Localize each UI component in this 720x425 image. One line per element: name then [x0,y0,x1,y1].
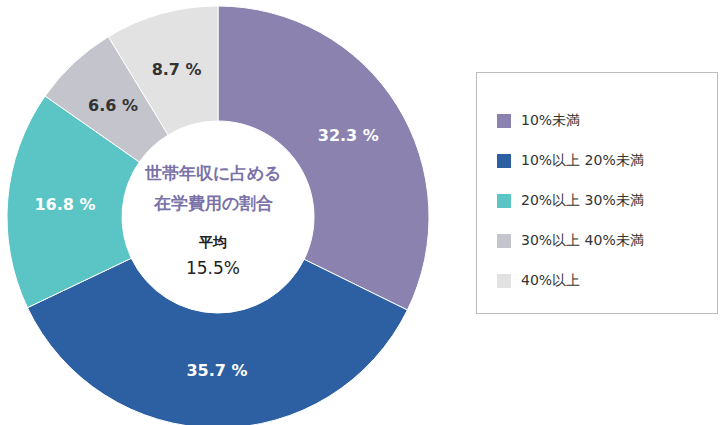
html-text:15.5%: 15.5% [186,258,240,278]
html-text:30%以上 40%未満: 30%以上 40%未満 [521,232,644,248]
svg-text:6.6 %: 6.6 % [88,96,138,115]
svg-text:8.7 %: 8.7 % [152,60,202,79]
html-text:世帯年収に占める在学費用の割合: 世帯年収に占める在学費用の割合 [145,163,281,213]
html-text:10%以上 20%未満: 10%以上 20%未満 [521,152,644,168]
html-text:10%未満: 10%未満 [521,112,581,128]
html-text:20%以上 30%未満: 20%以上 30%未満 [521,192,644,208]
svg-text:32.3 %: 32.3 % [318,126,379,145]
svg-text:35.7 %: 35.7 % [186,361,247,380]
html-text:40%以上: 40%以上 [521,272,581,288]
svg-text:16.8 %: 16.8 % [34,195,95,214]
html-text:平均: 平均 [199,234,227,250]
